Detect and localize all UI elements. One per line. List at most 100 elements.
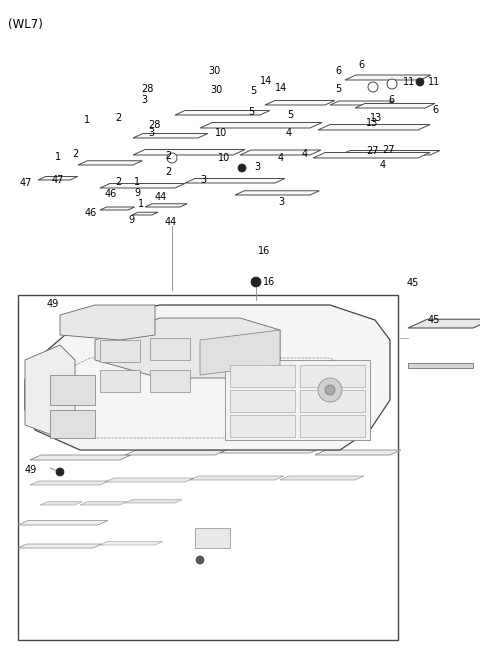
Polygon shape	[313, 152, 430, 158]
Text: 13: 13	[370, 113, 382, 123]
Polygon shape	[105, 478, 194, 482]
Polygon shape	[125, 450, 226, 455]
Polygon shape	[100, 541, 163, 545]
Polygon shape	[18, 295, 398, 640]
Polygon shape	[300, 390, 365, 412]
Text: 14: 14	[275, 83, 287, 93]
Circle shape	[56, 468, 64, 476]
Text: 27: 27	[382, 145, 395, 155]
Text: 46: 46	[105, 188, 117, 199]
Text: 1: 1	[84, 115, 90, 125]
Polygon shape	[60, 305, 155, 340]
Polygon shape	[230, 365, 295, 387]
Text: 1: 1	[55, 152, 61, 162]
Text: 10: 10	[218, 153, 230, 163]
Text: 46: 46	[85, 208, 97, 218]
Text: 28: 28	[148, 120, 160, 130]
Text: 10: 10	[215, 128, 228, 138]
Text: 2: 2	[166, 151, 172, 161]
Text: 5: 5	[335, 84, 341, 94]
Text: 3: 3	[148, 128, 154, 138]
Polygon shape	[145, 204, 187, 207]
Polygon shape	[408, 363, 473, 368]
Text: 11: 11	[428, 77, 440, 87]
Text: 1: 1	[138, 199, 144, 209]
Text: 45: 45	[407, 278, 420, 289]
Polygon shape	[78, 161, 143, 165]
Text: 3: 3	[254, 162, 261, 173]
Polygon shape	[133, 134, 208, 138]
Text: (WL7): (WL7)	[8, 18, 43, 31]
Circle shape	[196, 556, 204, 564]
Polygon shape	[100, 370, 140, 392]
Text: 4: 4	[301, 148, 308, 159]
Text: 6: 6	[432, 105, 438, 115]
Polygon shape	[300, 415, 365, 437]
Text: 4: 4	[380, 160, 386, 170]
Circle shape	[167, 153, 177, 163]
Text: 16: 16	[263, 277, 275, 287]
Text: 3: 3	[278, 197, 284, 207]
Polygon shape	[25, 345, 75, 438]
Text: 1: 1	[134, 177, 141, 188]
Text: 9: 9	[128, 215, 134, 225]
Polygon shape	[30, 481, 109, 485]
Polygon shape	[185, 178, 285, 183]
Polygon shape	[220, 448, 321, 453]
Text: 14: 14	[260, 75, 273, 86]
Polygon shape	[190, 476, 284, 480]
Text: 28: 28	[142, 83, 154, 94]
Polygon shape	[132, 213, 158, 215]
Text: 16: 16	[258, 245, 271, 256]
Text: 47: 47	[52, 174, 64, 185]
Text: 6: 6	[335, 66, 341, 76]
Polygon shape	[235, 191, 319, 195]
Polygon shape	[225, 360, 370, 440]
Circle shape	[368, 82, 378, 92]
Polygon shape	[18, 520, 108, 525]
Text: 2: 2	[165, 167, 171, 177]
Text: 4: 4	[286, 127, 292, 138]
Polygon shape	[133, 150, 245, 155]
Text: 6: 6	[358, 60, 364, 70]
Text: 5: 5	[248, 107, 254, 117]
Circle shape	[318, 378, 342, 402]
Polygon shape	[100, 207, 134, 210]
Text: 3: 3	[200, 175, 206, 185]
Polygon shape	[100, 184, 185, 188]
Text: 3: 3	[142, 94, 148, 105]
Polygon shape	[50, 410, 95, 438]
Polygon shape	[265, 100, 335, 105]
Polygon shape	[408, 319, 480, 328]
Polygon shape	[100, 340, 140, 362]
Text: 9: 9	[134, 188, 141, 198]
Polygon shape	[30, 455, 131, 460]
Polygon shape	[195, 528, 230, 548]
Circle shape	[387, 79, 397, 89]
Polygon shape	[150, 338, 190, 360]
Polygon shape	[38, 176, 78, 180]
Text: 45: 45	[428, 315, 440, 325]
Polygon shape	[150, 370, 190, 392]
Text: 47: 47	[20, 178, 32, 188]
Polygon shape	[280, 476, 364, 480]
Circle shape	[416, 78, 424, 86]
Text: 5: 5	[251, 85, 257, 96]
Polygon shape	[200, 123, 322, 128]
Polygon shape	[95, 318, 280, 378]
Polygon shape	[345, 75, 431, 80]
Polygon shape	[240, 150, 321, 155]
Text: 13: 13	[366, 117, 378, 128]
Polygon shape	[40, 502, 82, 505]
Text: 44: 44	[155, 192, 167, 202]
Text: 2: 2	[115, 177, 121, 187]
Polygon shape	[230, 415, 295, 437]
Circle shape	[251, 277, 261, 287]
Text: 44: 44	[165, 217, 177, 227]
Text: 49: 49	[25, 465, 37, 475]
Text: 2: 2	[72, 149, 78, 159]
Polygon shape	[80, 502, 127, 505]
Polygon shape	[25, 305, 390, 450]
Polygon shape	[175, 110, 270, 115]
Polygon shape	[355, 104, 435, 108]
